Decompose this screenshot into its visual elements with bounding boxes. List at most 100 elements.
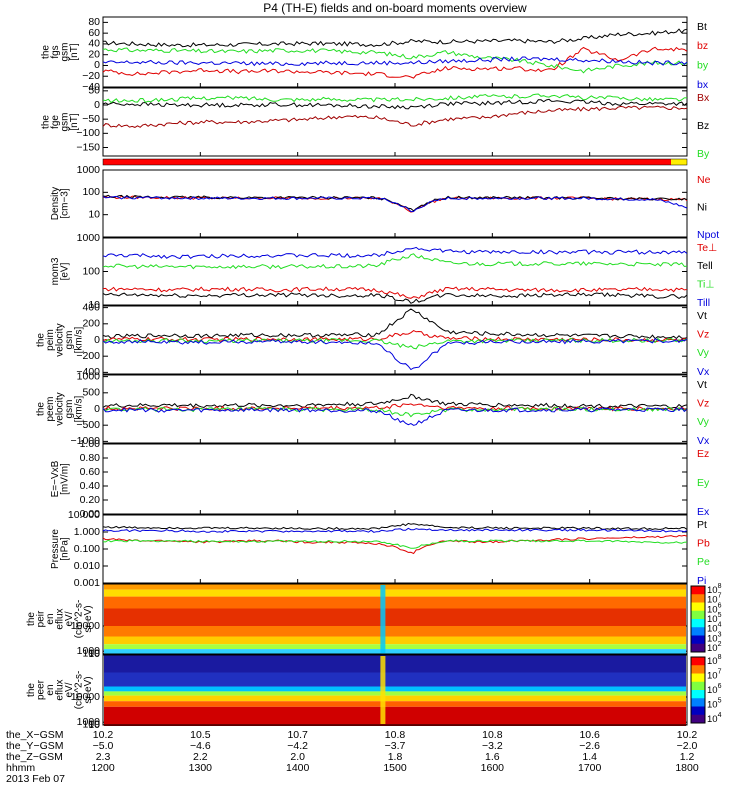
colorbar-label: 104 [707,712,722,725]
spectrogram-band [104,626,686,637]
y-tick-label: 1000 [77,370,101,382]
y-tick-label: 0 [94,334,100,346]
y-tick-label: 100 [82,648,100,660]
y-tick-label: 0.20 [80,494,101,506]
legend-bx: Bx [697,92,710,104]
y-tick-label: −400 [76,366,100,378]
x-tick-label: −3.7 [385,740,406,752]
y-axis-label: [nT] [69,43,80,60]
y-tick-label: 100 [82,265,100,277]
y-axis-label: gsm [59,43,70,62]
y-axis-label: peem [45,396,56,421]
y-tick-label: 1000 [77,645,101,657]
x-tick-label: 1.2 [680,751,695,763]
x-tick-label: 10.2 [677,729,698,741]
spectrogram-band [104,584,686,590]
series-line-vx [102,406,688,426]
y-tick-label: 10 [88,299,100,311]
x-tick-label: 10.6 [579,729,600,741]
y-axis-label: [nT] [69,113,80,130]
colorbar-segment [691,586,705,595]
spectrogram-event [380,585,386,653]
quality-flag-frame [102,158,688,166]
y-tick-label: 1.000 [74,526,100,538]
spectrogram-band [104,655,686,673]
colorbar-segment [691,602,705,612]
panel-frame [102,514,688,584]
colorbar-label: 106 [707,683,722,696]
y-tick-label: 200 [82,318,100,330]
y-axis-label: the [26,612,37,626]
x-tick-label: 1700 [578,762,602,774]
colorbar-segment [691,706,705,716]
legend-bz: Bz [697,120,709,132]
quality-flag-bar [103,159,671,165]
y-axis-label: the [36,333,47,347]
y-tick-label: 10 [88,208,100,220]
legend-ti⊥: Ti⊥ [697,278,715,290]
series-line-vt [102,308,688,340]
series-line-vy [102,406,688,418]
y-tick-label: 0 [94,59,100,71]
spectrogram-band [104,695,686,702]
x-axis-row-label: the_X−GSM [6,729,64,741]
y-tick-label: 0.001 [74,577,100,589]
y-axis-label: Density [50,187,61,220]
y-tick-label: 1000 [77,232,101,244]
date-label: 2013 Feb 07 [6,773,65,785]
y-tick-label: 100 [82,719,100,731]
y-tick-label: −100 [76,127,100,139]
x-tick-label: 1800 [675,762,699,774]
legend-bx: bx [697,79,709,91]
y-tick-label: 10.000 [68,509,100,521]
colorbar-label: 107 [707,593,722,606]
y-axis-label: eflux [55,679,66,700]
colorbar-segment [691,643,705,653]
y-tick-label: 1000 [77,716,101,728]
legend-till: Till [697,297,710,309]
colorbar-segment [691,594,705,603]
colorbar-frame [690,656,706,724]
x-axis-row-label: the_Y−GSM [6,740,64,752]
spectrogram-band [104,608,686,626]
colorbar-segment [691,635,705,645]
x-tick-label: −3.2 [482,740,503,752]
panel-peem: 1000 500 0 −500 −1000 thepeemvelocitygsm[km/s… [36,370,710,447]
y-axis-label: the [40,115,51,129]
y-tick-label: 500 [82,387,100,399]
legend-ex: Ex [697,506,710,518]
panel-pressure: 10.000 1.000 0.100 0.010 0.001 Pressure[nPa] P… [50,509,710,589]
spectrogram-event [380,656,386,724]
x-axis-row-label: the_Z−GSM [6,751,63,763]
y-axis-label: sr-eV) [83,676,94,703]
y-tick-label: 1000 [77,164,101,176]
x-tick-label: 10.5 [190,729,211,741]
series-line-te⊥ [102,286,688,299]
y-axis-label: peir [36,610,47,627]
x-tick-label: 10.8 [385,729,406,741]
y-tick-label: 0.100 [74,543,100,555]
y-axis-label: en [45,684,56,695]
spectrogram-band [104,672,686,687]
y-tick-label: 40 [88,38,100,50]
series-line-bz [102,46,688,79]
legend-by: By [697,148,710,160]
y-axis-label: the [40,45,51,59]
y-axis-label: eV/ [64,611,75,626]
series-line-tell [102,292,688,304]
y-tick-label: 80 [88,16,100,28]
colorbar-segment [691,673,705,683]
y-tick-label: 0.010 [74,560,100,572]
y-tick-label: 0 [94,99,100,111]
x-tick-label: 1200 [91,762,115,774]
y-tick-label: 10000 [71,691,100,703]
colorbar-label: 108 [707,583,722,596]
y-tick-label: 10000 [71,620,100,632]
series-line-pe [102,539,688,549]
y-tick-label: 0.80 [80,452,101,464]
y-axis-label: (cm^2-s- [74,600,85,639]
y-axis-label: the [26,683,37,697]
